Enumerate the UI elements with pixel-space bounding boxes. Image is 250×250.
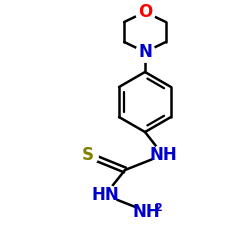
Text: S: S <box>82 146 94 164</box>
Text: 2: 2 <box>154 203 162 213</box>
Text: NH: NH <box>149 146 177 164</box>
Text: N: N <box>138 43 152 61</box>
Text: HN: HN <box>91 186 119 204</box>
Text: NH: NH <box>132 203 160 221</box>
Text: O: O <box>138 3 152 21</box>
